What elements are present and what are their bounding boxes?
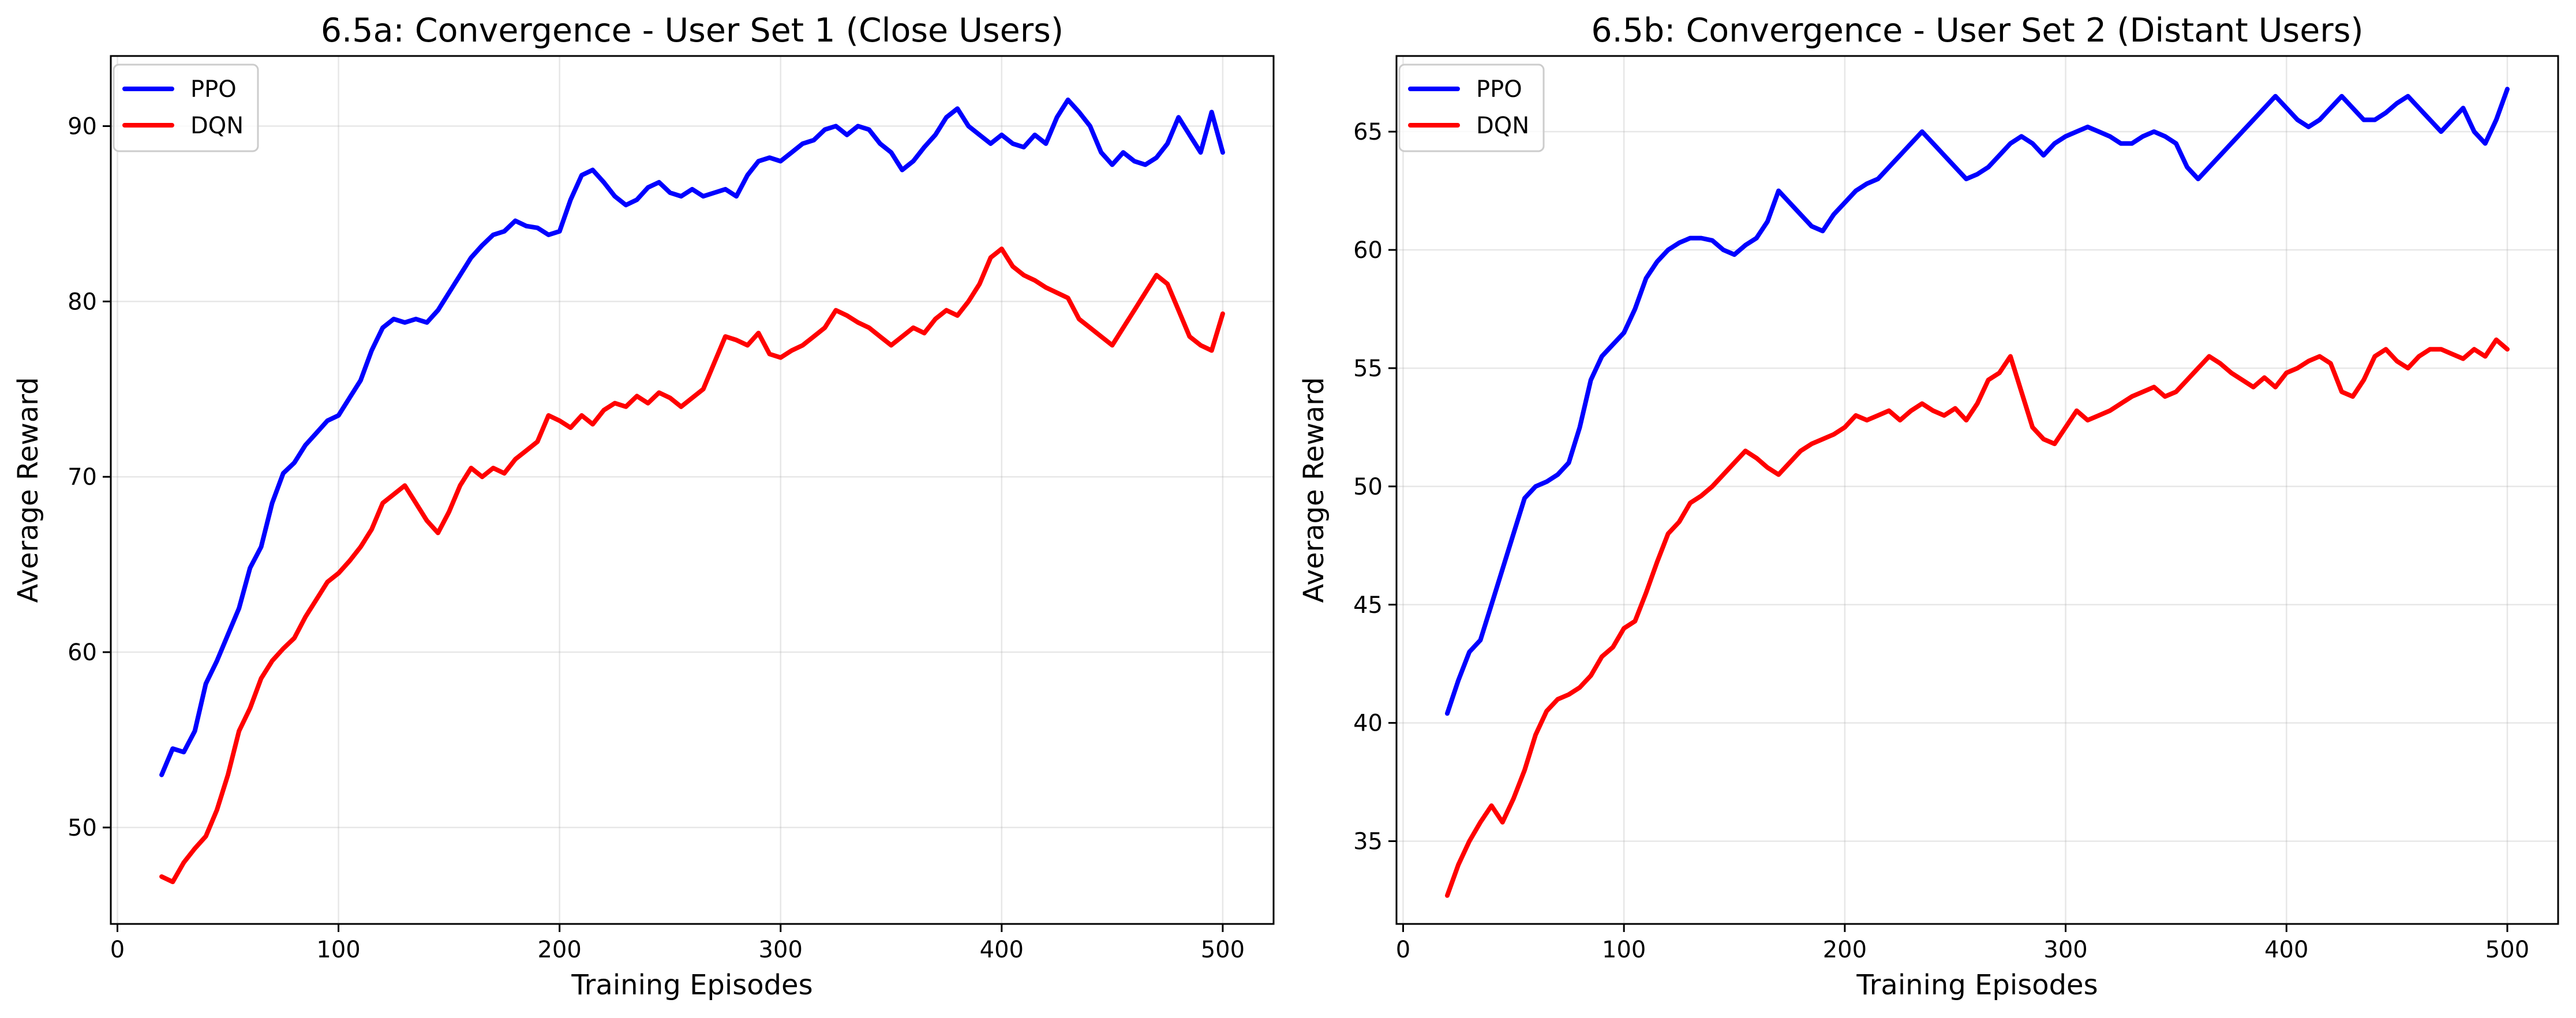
y-axis-label: Average Reward	[1298, 377, 1330, 602]
x-axis-label: Training Episodes	[1856, 969, 2098, 1001]
x-tick-label: 0	[110, 937, 125, 963]
legend-box	[1398, 63, 1545, 152]
y-tick-label: 70	[68, 464, 97, 491]
x-tick-label: 200	[537, 937, 581, 963]
y-axis-label: Average Reward	[12, 377, 44, 602]
y-tick-label: 65	[1353, 119, 1383, 145]
axis-ticks: 0 100 200 300 400 500 35 40 45 50 55 60 65	[1353, 119, 2529, 963]
legend: PPO DQN	[1398, 63, 1545, 152]
x-tick-label: 400	[2264, 937, 2308, 963]
legend-label-ppo: PPO	[1476, 76, 1522, 103]
series-group	[1445, 87, 2510, 898]
y-tick-label: 50	[68, 815, 97, 841]
y-tick-label: 60	[1353, 237, 1383, 264]
grid	[111, 56, 1274, 924]
x-tick-label: 300	[759, 937, 803, 963]
axis-ticks: 0 100 200 300 400 500 50 60 70 80 90	[68, 114, 1245, 963]
legend: PPO DQN	[113, 63, 259, 152]
chart-title: 6.5a: Convergence - User Set 1 (Close Us…	[321, 12, 1064, 50]
y-tick-label: 80	[68, 289, 97, 315]
chart-panel-b: 6.5b: Convergence - User Set 2 (Distant …	[1298, 12, 2559, 1001]
x-tick-label: 0	[1396, 937, 1410, 963]
legend-label-dqn: DQN	[190, 113, 244, 139]
x-tick-label: 300	[2043, 937, 2087, 963]
y-tick-label: 45	[1353, 592, 1383, 619]
x-tick-label: 500	[1201, 937, 1245, 963]
series-group	[159, 98, 1225, 885]
grid	[1396, 56, 2558, 924]
x-tick-label: 400	[980, 937, 1024, 963]
series-line-dqn	[1445, 337, 2510, 898]
legend-label-dqn: DQN	[1476, 113, 1529, 139]
series-line-dqn	[159, 246, 1225, 885]
y-tick-label: 35	[1353, 829, 1383, 855]
chart-panel-a: 6.5a: Convergence - User Set 1 (Close Us…	[12, 12, 1275, 1001]
plot-frame	[110, 55, 1275, 925]
x-tick-label: 500	[2485, 937, 2529, 963]
y-tick-label: 60	[68, 639, 97, 666]
x-tick-label: 100	[1602, 937, 1646, 963]
x-tick-label: 100	[316, 937, 360, 963]
legend-box	[113, 63, 259, 152]
y-tick-label: 55	[1353, 355, 1383, 382]
series-line-ppo	[159, 98, 1225, 777]
y-tick-label: 40	[1353, 710, 1383, 737]
legend-label-ppo: PPO	[190, 76, 237, 103]
chart-title: 6.5b: Convergence - User Set 2 (Distant …	[1591, 12, 2363, 50]
x-axis-label: Training Episodes	[571, 969, 813, 1001]
series-line-ppo	[1445, 87, 2510, 716]
plot-frame	[1395, 55, 2559, 925]
y-tick-label: 50	[1353, 474, 1383, 500]
x-tick-label: 200	[1823, 937, 1867, 963]
y-tick-label: 90	[68, 114, 97, 140]
